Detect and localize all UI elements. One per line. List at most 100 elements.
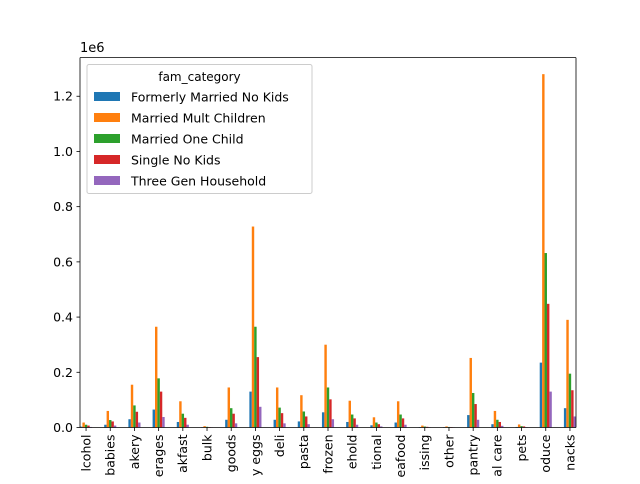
bar <box>160 392 162 428</box>
legend-swatch <box>94 155 120 164</box>
bar <box>491 424 493 427</box>
x-tick-label: al care <box>490 434 505 477</box>
bar <box>351 415 353 428</box>
x-tick-label: lcohol <box>78 435 93 472</box>
legend-label: Married One Child <box>131 132 244 147</box>
y-tick-label: 0.0 <box>53 420 73 435</box>
bar <box>499 422 501 428</box>
bar <box>85 425 87 428</box>
bar <box>179 401 181 427</box>
x-tick-label: issing <box>417 435 432 471</box>
bar <box>104 425 106 428</box>
bar <box>402 418 404 427</box>
bar <box>153 410 155 428</box>
bar <box>186 425 188 428</box>
x-tick-label: bulk <box>199 434 214 461</box>
bar <box>177 422 179 428</box>
bar <box>545 253 547 427</box>
y-tick-label: 1.2 <box>53 89 73 104</box>
x-tick-label: akery <box>127 434 142 469</box>
bar <box>332 419 334 427</box>
bar <box>518 424 520 427</box>
bar <box>542 74 544 427</box>
x-tick-label: ehold <box>345 435 360 470</box>
y-tick-label: 0.8 <box>53 199 73 214</box>
legend-swatch <box>94 113 120 122</box>
bar <box>281 413 283 427</box>
bar <box>274 420 276 428</box>
series-3 <box>87 304 573 428</box>
legend-label: Married Mult Children <box>131 111 266 126</box>
y-tick-label: 0.4 <box>53 310 73 325</box>
bar <box>283 423 285 427</box>
x-tick-label: nacks <box>562 435 577 471</box>
bar <box>225 420 227 428</box>
bar <box>569 374 571 428</box>
y-tick-label: 0.6 <box>53 254 73 269</box>
legend: fam_category Formerly Married No Kids Mar… <box>87 65 312 194</box>
bar <box>136 412 138 428</box>
y-offset-text: 1e6 <box>80 41 105 56</box>
y-tick-label: 0.2 <box>53 365 73 380</box>
x-tick-label: tional <box>369 435 384 470</box>
bar <box>549 392 551 428</box>
bar <box>82 423 84 428</box>
bar <box>353 418 355 427</box>
bar <box>307 424 309 427</box>
series-2 <box>85 253 571 427</box>
y-ticks: 0.0 0.2 0.4 0.6 0.8 1.0 1.2 <box>53 89 80 435</box>
x-tick-label: eafood <box>393 435 408 478</box>
bar <box>235 423 237 427</box>
bar <box>228 387 230 427</box>
bar <box>472 393 474 428</box>
bar <box>259 407 261 428</box>
bar <box>128 419 130 427</box>
bar <box>356 425 358 428</box>
bar <box>107 411 109 428</box>
x-tick-label: pets <box>514 435 529 462</box>
x-tick-label: y eggs <box>248 435 263 476</box>
bar <box>547 304 549 428</box>
bar <box>276 387 278 427</box>
bar <box>257 357 259 427</box>
x-tick-label: oduce <box>538 434 553 472</box>
x-tick-label: deli <box>272 435 287 458</box>
bar <box>395 423 397 428</box>
x-tick-label: akfast <box>175 434 190 472</box>
x-tick-label: babies <box>103 435 118 476</box>
bar <box>404 425 406 428</box>
bar <box>322 412 324 427</box>
bar <box>373 417 375 427</box>
x-tick-label: frozen <box>320 435 335 474</box>
legend-title: fam_category <box>158 70 240 84</box>
legend-swatch <box>94 134 120 143</box>
bar <box>303 411 305 427</box>
bar <box>494 411 496 428</box>
bar <box>155 327 157 428</box>
bar <box>254 327 256 428</box>
legend-swatch <box>94 92 120 101</box>
bar <box>131 385 133 428</box>
bar <box>184 418 186 428</box>
bar <box>349 401 351 428</box>
x-tick-label: other <box>441 434 456 468</box>
bar <box>305 416 307 427</box>
x-tick-label: pasta <box>296 435 311 470</box>
x-tick-label: pantry <box>466 434 481 476</box>
bar <box>470 358 472 428</box>
bar <box>467 415 469 427</box>
bar <box>278 408 280 428</box>
bar <box>138 423 140 428</box>
bar <box>162 417 164 427</box>
bar <box>496 420 498 428</box>
legend-label: Formerly Married No Kids <box>131 90 289 105</box>
y-tick-label: 1.0 <box>53 144 73 159</box>
bar <box>397 401 399 427</box>
legend-swatch <box>94 176 120 185</box>
bar <box>232 414 234 428</box>
bar <box>298 421 300 427</box>
bar <box>182 414 184 428</box>
